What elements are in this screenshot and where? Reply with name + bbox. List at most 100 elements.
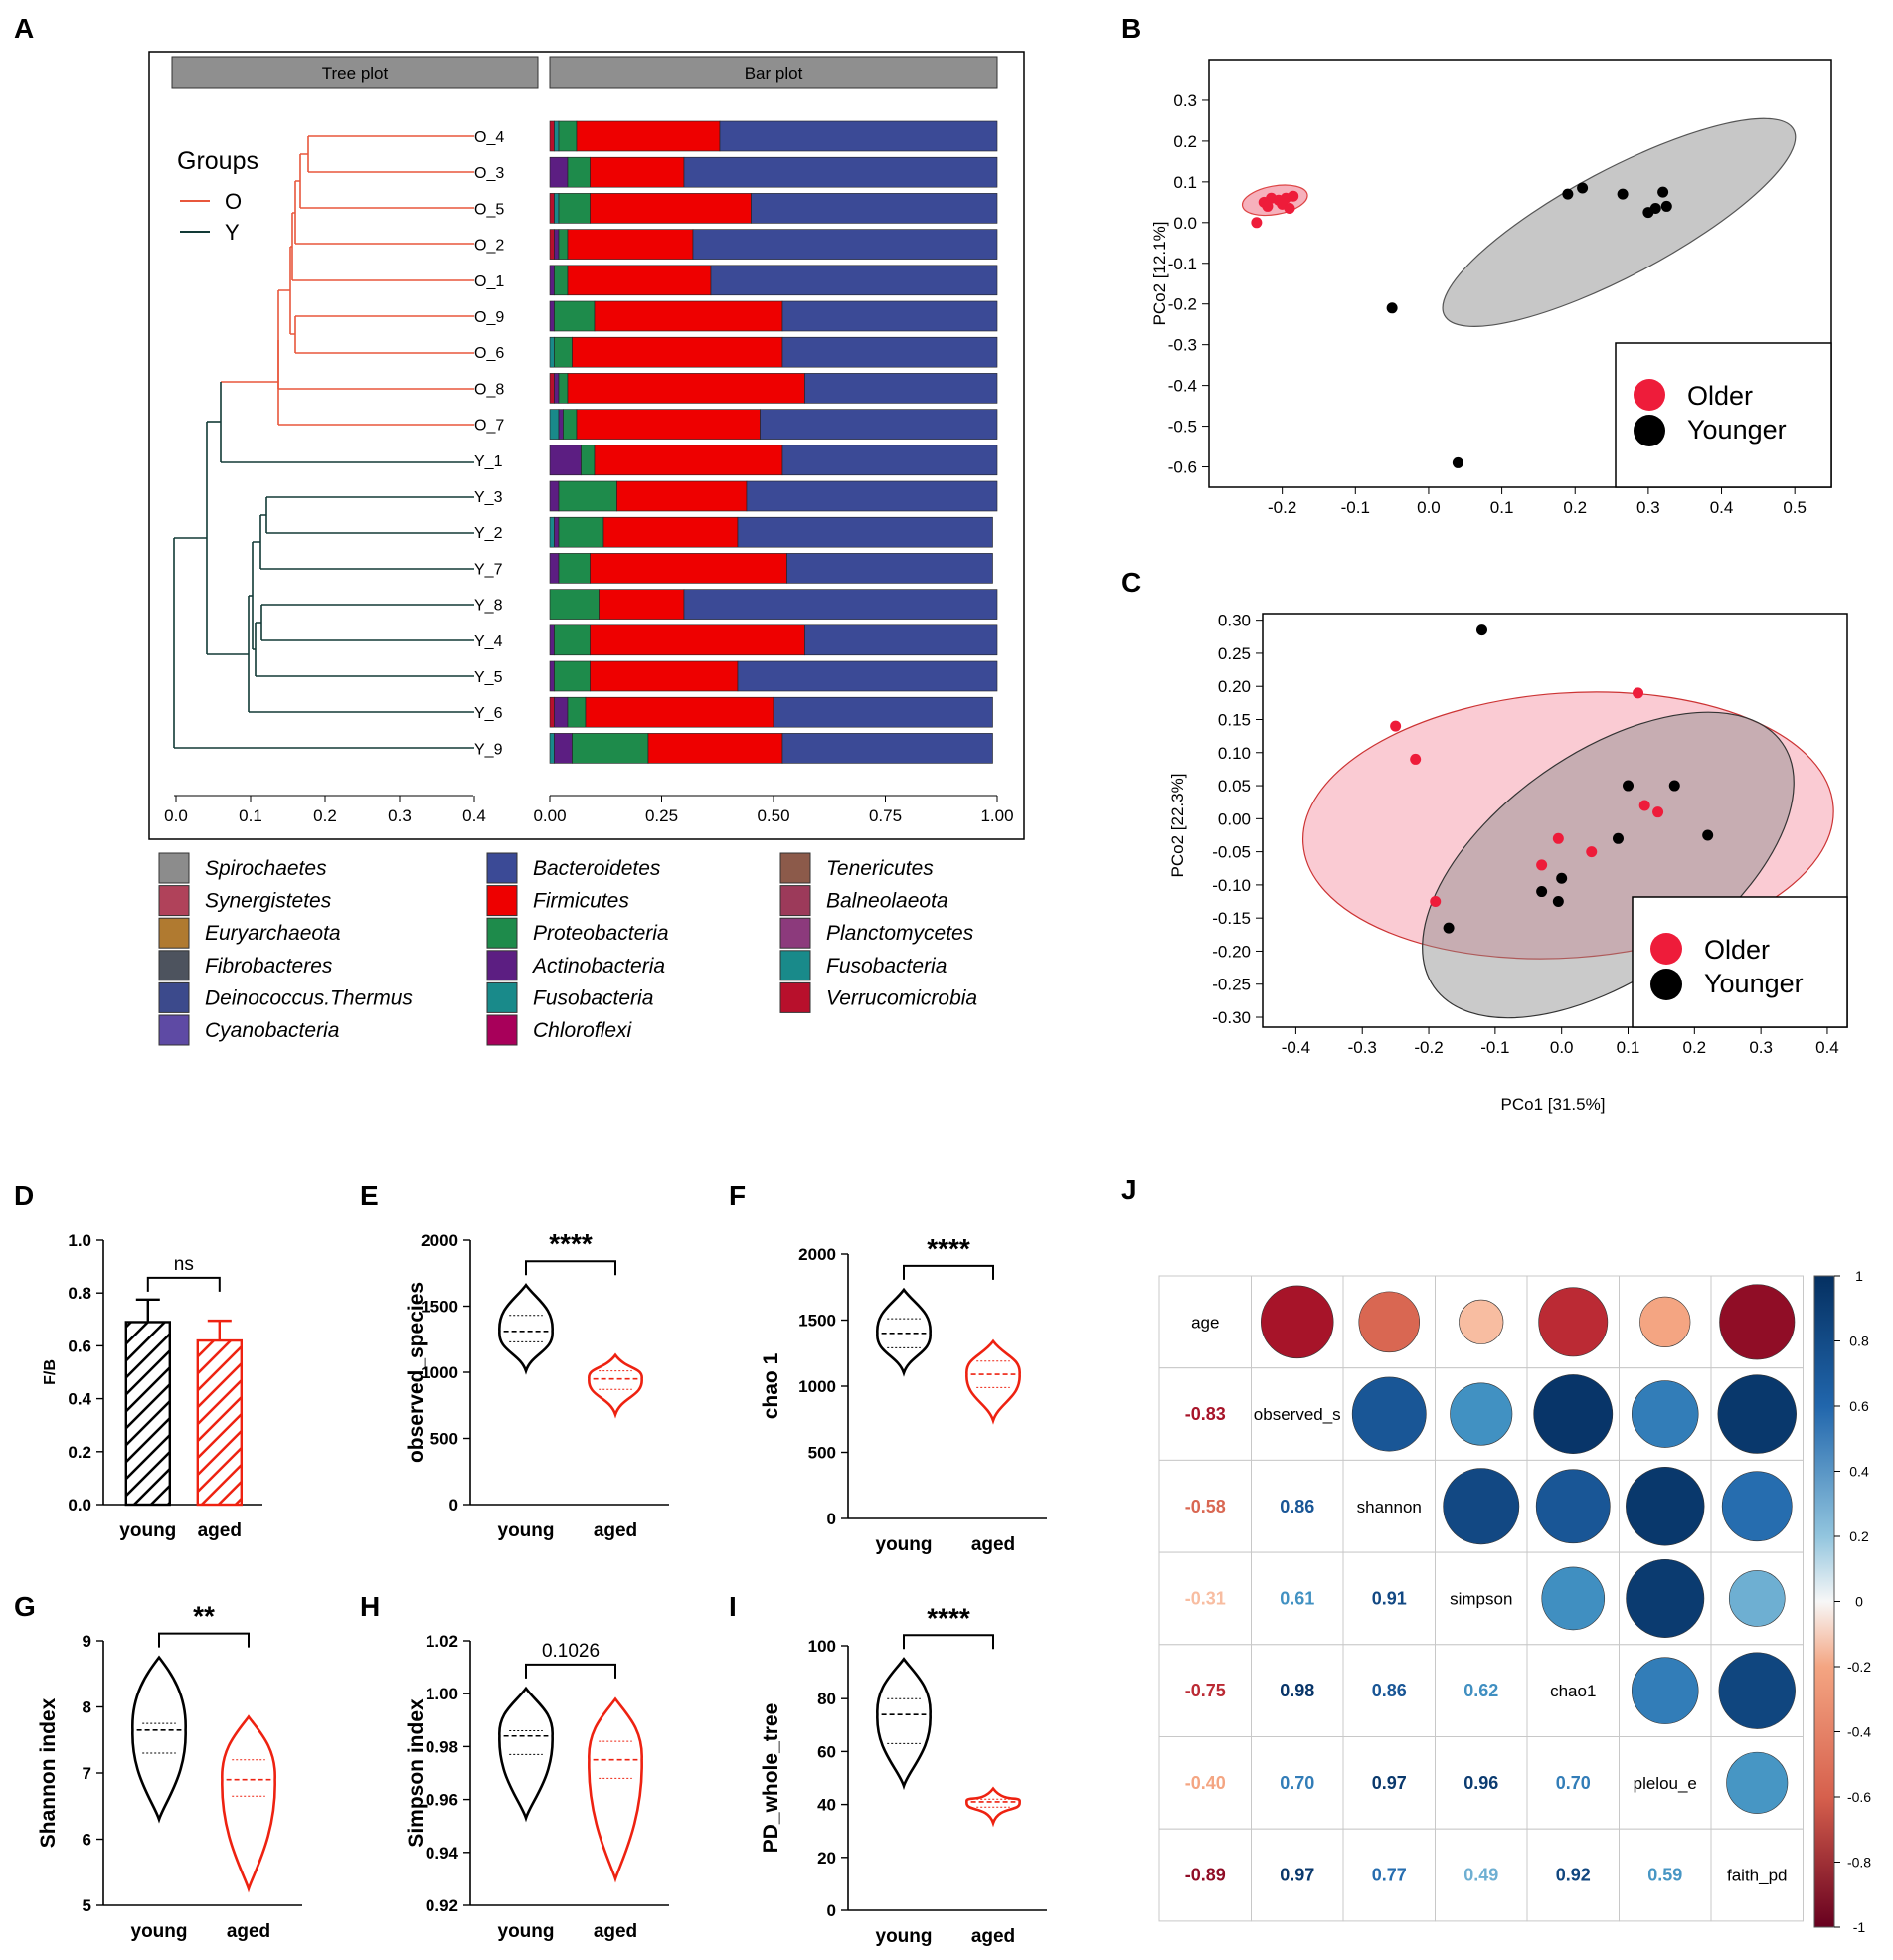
y-tick-label: 7 (83, 1764, 91, 1783)
y-tick-label: 1.0 (68, 1231, 91, 1250)
matrix-cell (1251, 1551, 1344, 1646)
correlation-circle (1541, 1566, 1606, 1631)
bar-segment (554, 265, 569, 296)
tick-label: 0.3 (388, 806, 412, 825)
correlation-circle (1726, 1751, 1789, 1814)
bar-segment (719, 120, 998, 152)
significance-bracket (525, 1260, 616, 1276)
x-tick-label: -0.2 (1414, 1038, 1443, 1057)
bar-segment (746, 480, 998, 512)
significance-label: **** (927, 1602, 970, 1633)
legend-swatch (486, 950, 518, 981)
y-tick-label: 20 (817, 1849, 836, 1868)
correlation-value: -0.40 (1185, 1773, 1226, 1793)
legend-marker-older (1650, 933, 1682, 965)
data-point (1623, 780, 1634, 792)
y-tick-label: 0.20 (1218, 677, 1251, 696)
y-tick-label: 6 (83, 1831, 91, 1850)
bar-segment (554, 300, 596, 332)
colorbar-tick-label: 0.6 (1849, 1398, 1869, 1414)
x-tick-label: 0.4 (1710, 498, 1734, 517)
legend-label: Bacteroidetes (533, 857, 661, 880)
colorbar-ticks: 1 0.8 0.6 0.4 0.2 0 -0.2 -0.4 -0.6 -0.8 -1 (1834, 1268, 1871, 1935)
sample-label: O_9 (474, 309, 504, 326)
variable-label: faith_pd (1727, 1867, 1788, 1885)
correlation-circle (1626, 1558, 1705, 1638)
legend-swatch (486, 917, 518, 949)
legend-label-younger: Younger (1687, 415, 1787, 445)
significance-label: ns (174, 1254, 194, 1275)
panel-letter-b: B (1121, 13, 1141, 44)
bar-segment (549, 300, 555, 332)
tick-label: 1.00 (980, 806, 1013, 825)
panel-h: 0.92 0.94 0.96 0.98 1.00 1.02 Simpson index you… (405, 1632, 669, 1942)
y-tick-label: 0.05 (1218, 777, 1251, 796)
correlation-value: -0.89 (1185, 1866, 1226, 1885)
panel-c: PCo2 [22.3%] PCo1 [31.5%] -0.4 -0.3 -0.2 -0… (1168, 612, 1848, 1114)
tick-label: 0.1 (239, 806, 262, 825)
correlation-value: 0.59 (1647, 1866, 1682, 1885)
bar-segment (549, 336, 555, 368)
legend-label: Tenericutes (826, 857, 934, 880)
significance-bracket (903, 1634, 994, 1650)
significance-label: **** (549, 1228, 593, 1259)
x-tick-label: 0.5 (1783, 498, 1807, 517)
y-tick-label: 1500 (798, 1312, 836, 1331)
x-tick-label: 0.0 (1550, 1038, 1574, 1057)
tick-label: 0.75 (869, 806, 902, 825)
bar-segment (602, 516, 739, 548)
legend-swatch (779, 852, 811, 884)
panel-c-ylabel: PCo2 [22.3%] (1168, 774, 1187, 878)
data-point (1633, 687, 1644, 699)
correlation-circle (1351, 1376, 1427, 1452)
tree-plot-strip-label: Tree plot (322, 64, 389, 83)
branch (291, 212, 474, 281)
branch (307, 135, 474, 173)
y-tick-label: 100 (808, 1637, 836, 1656)
branch (294, 180, 474, 245)
data-point (1577, 182, 1589, 194)
sample-label: Y_5 (474, 669, 503, 686)
correlation-value: 0.96 (1463, 1773, 1498, 1793)
matrix-cell (1526, 1736, 1620, 1830)
y-tick-label: -0.5 (1168, 418, 1197, 437)
matrix-cell (1526, 1644, 1620, 1738)
bar-segment (558, 516, 604, 548)
data-point (1284, 202, 1295, 214)
bar-segment (710, 265, 998, 296)
y-tick-label: 0 (827, 1510, 836, 1528)
bar-segment (549, 373, 555, 404)
variable-label: chao1 (1550, 1682, 1596, 1700)
bar-segment (594, 300, 783, 332)
bar-segment (594, 445, 783, 476)
correlation-value: 0.49 (1463, 1866, 1498, 1885)
y-tick-label: 0.10 (1218, 744, 1251, 763)
panel-b: PCo2 [12.1%] -0.2 -0.1 0.0 0.1 0.2 0.3 0.4 0.5 0… (1150, 59, 1832, 517)
correlation-circle (1728, 1570, 1786, 1627)
violin-young (876, 1657, 932, 1791)
bar-segment (590, 193, 752, 224)
data-point (1251, 217, 1263, 229)
data-point (1552, 896, 1564, 908)
branch (265, 496, 474, 534)
y-tick-label: 0.0 (1173, 214, 1197, 233)
bar-segment (549, 265, 555, 296)
x-tick-label: 0.2 (1563, 498, 1587, 517)
sample-label: O_4 (474, 129, 504, 146)
y-tick-label: 60 (817, 1742, 836, 1761)
correlation-circle (1719, 1284, 1796, 1360)
matrix-cell (1435, 1551, 1528, 1646)
bar-segment (554, 336, 573, 368)
legend-swatch (158, 885, 190, 917)
y-tick-label: -0.2 (1168, 295, 1197, 314)
matrix-cell (1435, 1736, 1528, 1830)
x-tick-label: 0.3 (1749, 1038, 1773, 1057)
y-axis-label: Simpson index (405, 1698, 428, 1848)
x-tick-label: 0.1 (1490, 498, 1514, 517)
stacked-bars (549, 120, 998, 764)
matrix-cell (1435, 1644, 1528, 1738)
groups-legend-title: Groups (177, 147, 258, 175)
y-tick-label: 0.2 (68, 1443, 91, 1462)
bar-x-axis: 0.00 0.25 0.50 0.75 1.00 (533, 795, 1014, 825)
